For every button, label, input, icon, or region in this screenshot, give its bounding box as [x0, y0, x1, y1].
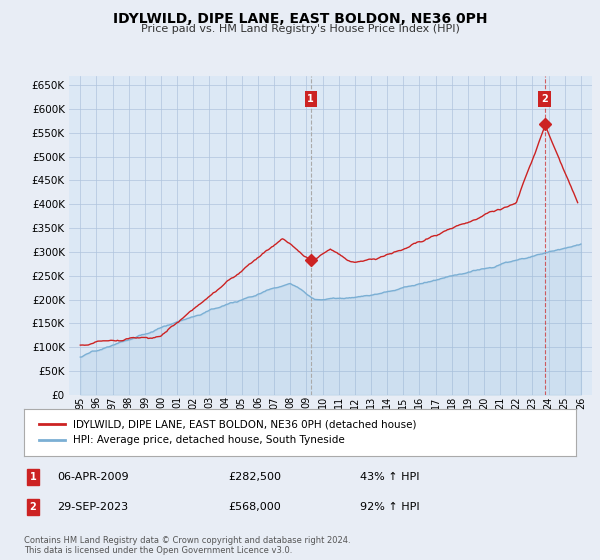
- Legend: IDYLWILD, DIPE LANE, EAST BOLDON, NE36 0PH (detached house), HPI: Average price,: IDYLWILD, DIPE LANE, EAST BOLDON, NE36 0…: [35, 416, 421, 450]
- Text: 2: 2: [541, 94, 548, 104]
- Text: 43% ↑ HPI: 43% ↑ HPI: [360, 472, 419, 482]
- Text: £568,000: £568,000: [228, 502, 281, 512]
- Text: 1: 1: [29, 472, 37, 482]
- Text: 92% ↑ HPI: 92% ↑ HPI: [360, 502, 419, 512]
- Text: 2: 2: [29, 502, 37, 512]
- Text: 06-APR-2009: 06-APR-2009: [57, 472, 128, 482]
- Text: IDYLWILD, DIPE LANE, EAST BOLDON, NE36 0PH: IDYLWILD, DIPE LANE, EAST BOLDON, NE36 0…: [113, 12, 487, 26]
- Text: 29-SEP-2023: 29-SEP-2023: [57, 502, 128, 512]
- Text: Contains HM Land Registry data © Crown copyright and database right 2024.: Contains HM Land Registry data © Crown c…: [24, 536, 350, 545]
- Text: This data is licensed under the Open Government Licence v3.0.: This data is licensed under the Open Gov…: [24, 546, 292, 555]
- Text: Price paid vs. HM Land Registry's House Price Index (HPI): Price paid vs. HM Land Registry's House …: [140, 24, 460, 34]
- Text: 1: 1: [307, 94, 314, 104]
- Text: £282,500: £282,500: [228, 472, 281, 482]
